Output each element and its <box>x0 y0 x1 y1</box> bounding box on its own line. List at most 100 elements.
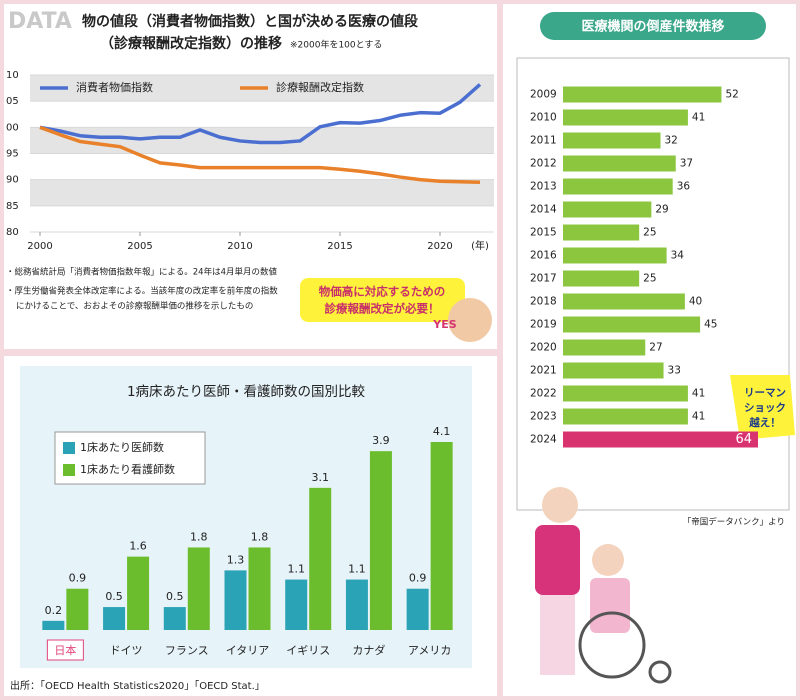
title: 物の値段（消費者物価指数）と国が決める医療の値段 <box>82 13 418 30</box>
value-label: 52 <box>725 89 738 101</box>
illustration <box>535 487 672 684</box>
x-tick-label: ドイツ <box>110 644 143 657</box>
wheel <box>578 611 646 679</box>
callout: リーマン <box>744 387 786 399</box>
x-tick-label: 2015 <box>327 241 352 252</box>
footnote: ・総務省統計局「消費者物価指数年報」による。24年は4月単月の数値 <box>6 267 277 278</box>
value-label: 33 <box>668 365 681 377</box>
x-unit: (年) <box>471 239 489 252</box>
y-tick-label: 2017 <box>530 273 557 285</box>
y-tick-label: 2013 <box>530 181 557 193</box>
bar <box>563 247 667 264</box>
patient-head <box>592 544 624 576</box>
x-tick-label: 2020 <box>427 241 452 252</box>
highlight-box <box>46 639 84 661</box>
legend-label: 1床あたり医師数 <box>80 440 164 454</box>
footnote: ・厚生労働省発表全体改定率による。当該年度の改定率を前年度の指数 <box>6 286 278 297</box>
bar <box>309 487 332 630</box>
value-label: 36 <box>677 181 691 193</box>
bar <box>42 620 65 630</box>
badge: YES <box>432 318 456 331</box>
title: 医療機関の倒産件数推移 <box>581 19 724 35</box>
value-label: 45 <box>704 319 717 331</box>
value-label: 41 <box>692 411 705 423</box>
bar <box>563 132 661 149</box>
y-tick-label: 2021 <box>530 365 557 377</box>
legend-label: 1床あたり看護師数 <box>80 462 175 476</box>
bar <box>563 224 640 241</box>
bar <box>563 293 685 310</box>
bar <box>345 579 368 630</box>
bar <box>563 270 640 287</box>
value-label: 34 <box>671 250 685 262</box>
value-label: 32 <box>665 135 678 147</box>
legend-label: 診療報酬改定指数 <box>276 80 364 94</box>
x-tick-label: イタリア <box>226 644 270 657</box>
y-tick-label: 2020 <box>530 342 557 354</box>
bar <box>563 339 646 356</box>
bar <box>224 570 247 630</box>
value-label: 1.6 <box>129 540 147 553</box>
value-label: 1.1 <box>287 563 305 576</box>
y-tick-label: 2011 <box>530 135 557 147</box>
callout: 越え！ <box>748 416 781 429</box>
callout-box <box>300 278 465 322</box>
x-tick-label: イギリス <box>286 644 330 657</box>
source: 「帝国データバンク」より <box>683 517 785 528</box>
nurse-body <box>535 525 580 595</box>
bar <box>563 316 701 333</box>
footnote: にかけることで、おおよその診療報酬単価の推移を示したもの <box>16 301 253 312</box>
y-tick-label: 2010 <box>530 112 557 124</box>
y-tick-label: 85 <box>6 201 19 212</box>
value-label: 0.9 <box>409 572 427 585</box>
bar <box>66 588 89 630</box>
bar <box>563 408 688 425</box>
line-series <box>39 83 482 145</box>
nurse-legs <box>540 595 575 675</box>
value-label: 41 <box>692 112 705 124</box>
x-tick-label: アメリカ <box>408 644 451 657</box>
value-label: 0.5 <box>105 590 123 603</box>
x-tick-label: 日本 <box>54 643 76 657</box>
y-tick-label: 2018 <box>530 296 557 308</box>
bar <box>563 431 758 448</box>
value-label: 3.1 <box>311 471 329 484</box>
y-tick-label: 95 <box>6 149 19 160</box>
y-tick-label: 2012 <box>530 158 557 170</box>
bar <box>563 385 688 402</box>
line-series <box>39 125 481 185</box>
y-tick-label: 10 <box>6 70 19 81</box>
wheel-small <box>648 660 672 684</box>
callout: ショック <box>744 402 786 414</box>
y-tick-label: 80 <box>6 227 19 238</box>
y-tick-label: 2022 <box>530 388 557 400</box>
bar <box>163 607 186 630</box>
value-label: 4.1 <box>433 425 451 438</box>
patient-body <box>590 578 630 633</box>
bar <box>285 579 308 630</box>
bar <box>369 451 392 630</box>
legend-box <box>54 431 206 485</box>
hbar-title-pill <box>540 12 766 40</box>
title: （診療報酬改定指数）の推移 <box>100 35 282 52</box>
bar <box>563 86 722 103</box>
y-tick-label: 2024 <box>530 434 557 446</box>
legend-swatch <box>63 464 75 476</box>
y-tick-label: 00 <box>6 122 19 133</box>
bar <box>430 442 453 630</box>
value-label: 25 <box>643 273 656 285</box>
y-tick-label: 2015 <box>530 227 557 239</box>
x-tick-label: 2000 <box>27 241 52 252</box>
value-label: 0.9 <box>69 572 87 585</box>
bar <box>563 155 676 172</box>
bar <box>563 109 688 126</box>
value-label: 0.2 <box>45 604 63 617</box>
x-tick-label: フランス <box>165 644 209 657</box>
value-label: 25 <box>643 227 656 239</box>
bar <box>248 547 271 630</box>
bar <box>187 547 210 630</box>
legend-swatch <box>63 442 75 454</box>
bar <box>406 588 429 630</box>
nurse-head <box>542 487 578 523</box>
x-tick-label: カナダ <box>352 643 385 657</box>
